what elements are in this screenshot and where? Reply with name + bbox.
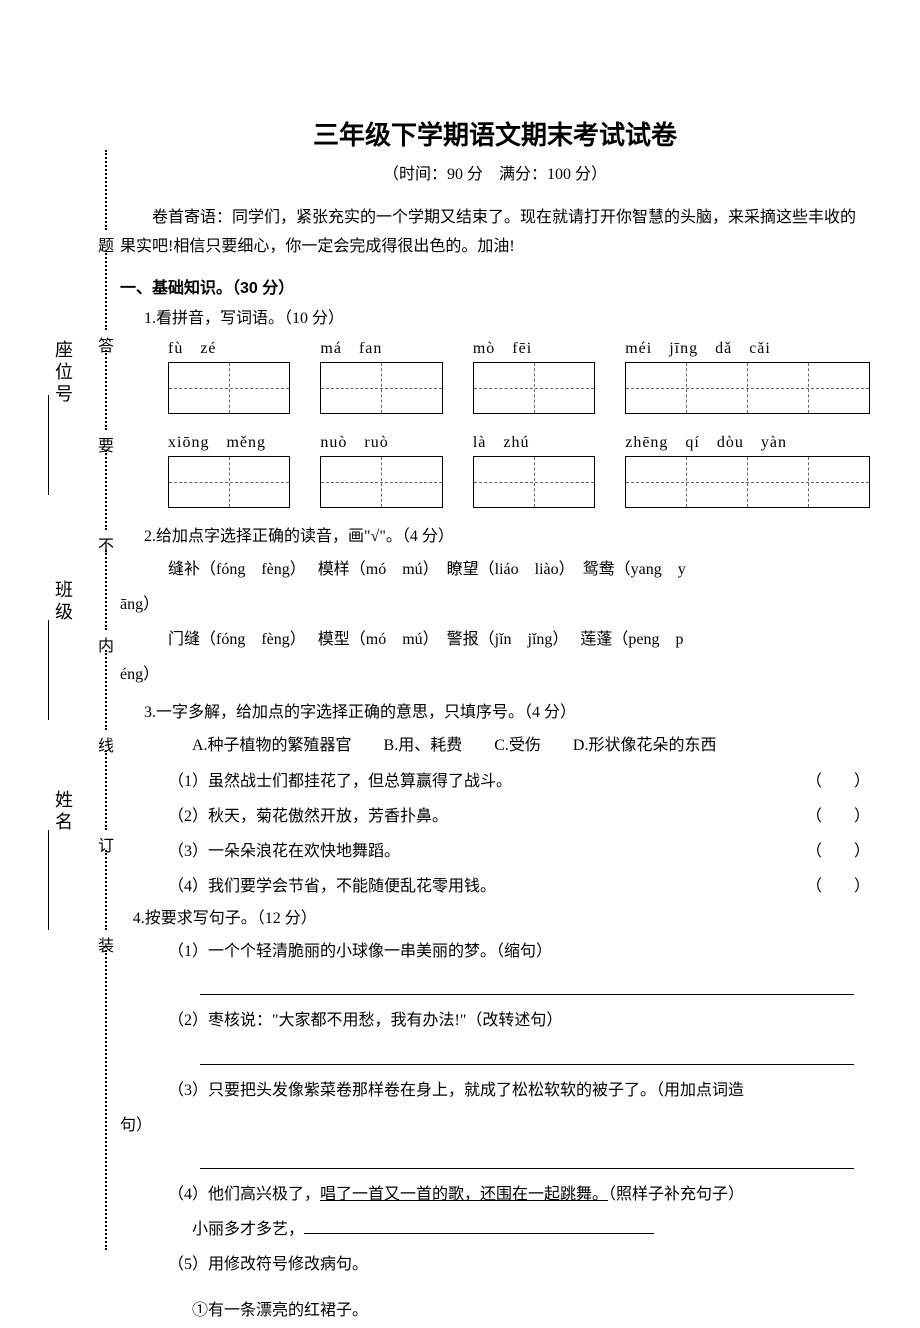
pinyin-row-2: xiōng měng nuò ruò là zhú zhēng qí dòu y… xyxy=(168,428,870,452)
box-row-2 xyxy=(168,456,870,508)
label-name: 姓名 xyxy=(50,790,76,834)
box-row-1 xyxy=(168,362,870,414)
q3-text: （2）秋天，菊花傲然开放，芳香扑鼻。 xyxy=(168,799,448,834)
q3-item: （2）秋天，菊花傲然开放，芳香扑鼻。 （ ） xyxy=(168,799,870,834)
q4-item: （2）枣核说："大家都不用愁，我有办法!"（改转述句） xyxy=(168,1003,870,1038)
q4-i4d: 小丽多才多艺， xyxy=(192,1221,304,1238)
pinyin: xiōng měng xyxy=(168,428,290,452)
label-class: 班级 xyxy=(50,580,76,624)
pinyin: nuò ruò xyxy=(320,428,442,452)
answer-line[interactable] xyxy=(200,1143,854,1169)
dotted-seg xyxy=(105,150,107,230)
answer-paren[interactable]: （ ） xyxy=(806,764,870,799)
label-seat: 座位号 xyxy=(50,340,76,406)
answer-line[interactable] xyxy=(200,969,854,995)
q3-head: 3.一字多解，给加点的字选择正确的意思，只填序号。（4 分） xyxy=(144,698,870,722)
q1-head: 1.看拼音，写词语。（10 分） xyxy=(144,304,870,328)
q4-head: 4.按要求写句子。（12 分） xyxy=(133,904,870,928)
page-subtitle: （时间：90 分 满分：100 分） xyxy=(120,160,870,184)
char-box[interactable] xyxy=(168,362,290,414)
q4-item: （3）只要把头发像紫菜卷那样卷在身上，就成了松松软软的被子了。（用加点词造 xyxy=(168,1073,870,1108)
q4-item: （4）他们高兴极了，唱了一首又一首的歌，还围在一起跳舞。（照样子补充句子） xyxy=(168,1177,870,1212)
binding-sidebar: 姓名 班级 座位号 xyxy=(50,150,110,1250)
q2-head: 2.给加点字选择正确的读音，画"√"。（4 分） xyxy=(144,522,870,546)
pinyin: má fan xyxy=(320,334,442,358)
seat-line xyxy=(48,395,50,495)
q3-text: （1）虽然战士们都挂花了，但总算赢得了战斗。 xyxy=(168,764,512,799)
pinyin: fù zé xyxy=(168,334,290,358)
q2-line: āng） xyxy=(120,587,870,622)
dotted-seg xyxy=(105,750,107,830)
q4-item: （5）用修改符号修改病句。 xyxy=(168,1247,870,1282)
char-box[interactable] xyxy=(168,456,290,508)
char-box[interactable] xyxy=(625,362,870,414)
char-box[interactable] xyxy=(320,362,442,414)
char-box[interactable] xyxy=(320,456,442,508)
pinyin: méi jīng dǎ cǎi xyxy=(625,334,870,358)
char-box[interactable] xyxy=(473,456,595,508)
dotted-seg xyxy=(105,450,107,530)
q4-item: 小丽多才多艺， xyxy=(192,1212,870,1247)
dotted-seg xyxy=(105,850,107,930)
char-box[interactable] xyxy=(473,362,595,414)
q3-item: （3）一朵朵浪花在欢快地舞蹈。 （ ） xyxy=(168,834,870,869)
answer-paren[interactable]: （ ） xyxy=(806,834,870,869)
q3-text: （4）我们要学会节省，不能随便乱花零用钱。 xyxy=(168,869,496,904)
dotted-seg xyxy=(105,350,107,430)
q3-text: （3）一朵朵浪花在欢快地舞蹈。 xyxy=(168,834,400,869)
q4-i4c: （照样子补充句子） xyxy=(608,1186,744,1203)
q3-item: （1）虽然战士们都挂花了，但总算赢得了战斗。 （ ） xyxy=(168,764,870,799)
answer-paren[interactable]: （ ） xyxy=(806,799,870,834)
answer-line[interactable] xyxy=(304,1218,654,1234)
q2-line: 门缝（fóng fèng） 模型（mó mú） 警报（jǐn jǐng） 莲蓬（… xyxy=(168,622,870,657)
name-line xyxy=(48,830,50,930)
dotted-seg xyxy=(105,550,107,630)
q2-line: éng） xyxy=(120,657,870,692)
section-1-head: 一、基础知识。（30 分） xyxy=(120,274,870,298)
page-title: 三年级下学期语文期末考试试卷 xyxy=(120,115,870,152)
pinyin: mò fēi xyxy=(473,334,595,358)
pinyin: là zhú xyxy=(473,428,595,452)
pinyin-row-1: fù zé má fan mò fēi méi jīng dǎ cǎi xyxy=(168,334,870,358)
q4-item: ①有一条漂亮的红裙子。 xyxy=(192,1293,870,1328)
answer-paren[interactable]: （ ） xyxy=(806,869,870,904)
class-line xyxy=(48,620,50,720)
dotted-seg xyxy=(105,250,107,330)
pinyin: zhēng qí dòu yàn xyxy=(625,428,870,452)
q3-options: A.种子植物的繁殖器官 B.用、耗费 C.受伤 D.形状像花朵的东西 xyxy=(192,728,870,763)
main-content: 三年级下学期语文期末考试试卷 （时间：90 分 满分：100 分） 卷首寄语：同… xyxy=(120,115,870,1328)
char-box[interactable] xyxy=(625,456,870,508)
q4-item: （1）一个个轻清脆丽的小球像一串美丽的梦。（缩句） xyxy=(168,934,870,969)
q4-i4u: 唱了一首又一首的歌，还围在一起跳舞。 xyxy=(320,1186,608,1203)
dotted-seg xyxy=(105,950,107,1250)
q3-item: （4）我们要学会节省，不能随便乱花零用钱。 （ ） xyxy=(168,869,870,904)
preface-text: 卷首寄语：同学们，紧张充实的一个学期又结束了。现在就请打开你智慧的头脑，来采摘这… xyxy=(120,204,870,262)
dotted-seg xyxy=(105,650,107,730)
answer-line[interactable] xyxy=(200,1039,854,1065)
q4-i4a: （4）他们高兴极了， xyxy=(168,1186,320,1203)
q4-item: 句） xyxy=(120,1108,870,1143)
q2-line: 缝补（fóng fèng） 模样（mó mú） 瞭望（liáo liào） 鸳鸯… xyxy=(168,552,870,587)
